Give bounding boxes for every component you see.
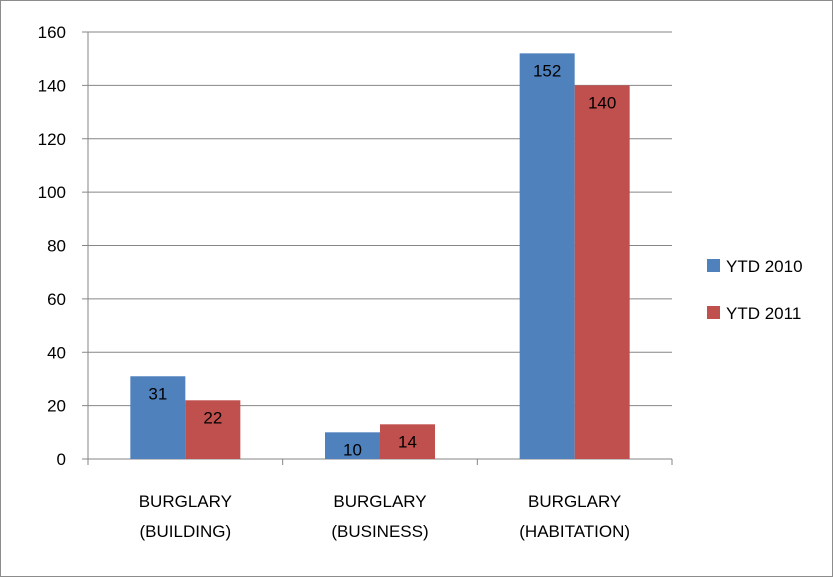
- legend-swatch: [707, 306, 720, 319]
- bars: [130, 53, 630, 459]
- data-label: 31: [148, 384, 167, 403]
- data-label: 140: [588, 93, 616, 112]
- x-category-label: (BUILDING): [140, 522, 232, 541]
- data-label: 10: [343, 440, 362, 459]
- data-label: 22: [203, 408, 222, 427]
- x-category-label: BURGLARY: [333, 492, 426, 511]
- y-tick-label: 20: [47, 397, 66, 416]
- bar-ytd-2010-2: [519, 53, 575, 459]
- y-tick-label: 120: [38, 130, 66, 149]
- bar-ytd-2011-1: [380, 424, 435, 459]
- legend: YTD 2010 YTD 2011: [707, 257, 803, 323]
- y-tick-label: 80: [47, 237, 66, 256]
- legend-label: YTD 2011: [726, 304, 801, 323]
- y-tick-labels: 0 20 40 60 80 100 120 140 160: [38, 23, 66, 469]
- y-tick-label: 140: [38, 76, 66, 95]
- data-label: 14: [398, 432, 417, 451]
- bar-ytd-2010-0: [130, 376, 186, 459]
- data-label: 152: [533, 61, 561, 80]
- y-tick-label: 40: [47, 343, 66, 362]
- y-tick-label: 100: [38, 183, 66, 202]
- x-category-label: BURGLARY: [139, 492, 232, 511]
- bar-ytd-2010-1: [325, 432, 380, 459]
- x-category-label: (HABITATION): [519, 522, 630, 541]
- x-category-label: BURGLARY: [528, 492, 621, 511]
- y-tick-label: 0: [57, 450, 66, 469]
- y-tick-label: 60: [47, 290, 66, 309]
- x-category-label: (BUSINESS): [331, 522, 428, 541]
- data-labels: 31 22 10 14 152 140: [148, 61, 616, 459]
- bar-ytd-2011-0: [185, 400, 241, 459]
- y-tick-label: 160: [38, 23, 66, 42]
- legend-label: YTD 2010: [726, 257, 803, 276]
- x-category-labels: BURGLARY (BUILDING) BURGLARY (BUSINESS) BURG…: [139, 492, 630, 541]
- bar-ytd-2011-2: [574, 85, 630, 459]
- legend-swatch: [707, 259, 720, 272]
